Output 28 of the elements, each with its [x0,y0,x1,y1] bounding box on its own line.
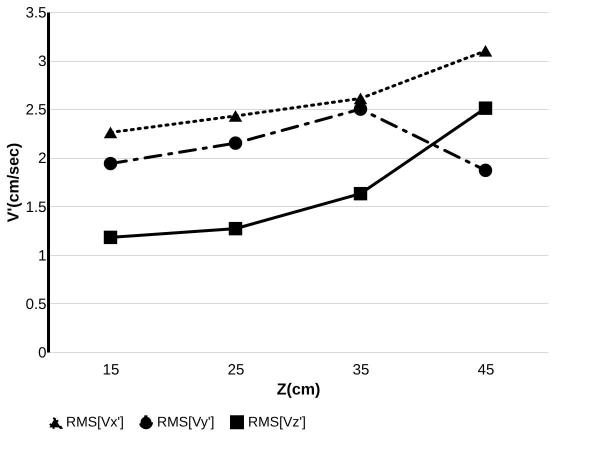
x-tick-label: 45 [478,362,494,378]
point [104,156,118,170]
x-tick-label: 35 [352,362,370,378]
legend-label: RMS[Vz'] [248,413,306,430]
point [104,126,118,138]
y-tick-label: 0.5 [26,296,46,313]
y-tick-label: 2 [38,150,46,168]
y-tick-label: 3.5 [26,4,46,22]
y-tick-label: 2.5 [26,102,46,119]
x-tick-label: 25 [228,362,244,378]
point [478,45,492,57]
point [228,222,242,236]
point [478,164,492,178]
y-tick-label: 1 [38,247,46,264]
point [478,101,492,115]
point [354,186,368,200]
y-tick-label: 0 [38,344,46,362]
point [354,102,368,116]
legend-label: RMS[Vy'] [157,413,214,430]
x-axis-title: Z(cm) [276,382,320,398]
y-tick-label: 3 [38,53,46,70]
point [228,110,242,122]
y-tick-label: 1.5 [26,198,46,216]
point [228,136,242,150]
x-tick-label: 15 [102,362,120,378]
y-axis-title: V'(cm/sec) [6,142,23,222]
point [104,230,118,244]
legend-label: RMS[Vx'] [66,414,124,430]
